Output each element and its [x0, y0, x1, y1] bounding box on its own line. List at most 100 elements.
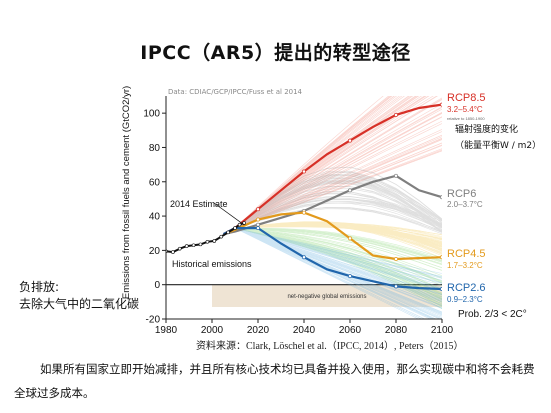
- rcp6-ensemble-line: [234, 175, 442, 229]
- green-ensemble-line: [234, 227, 442, 292]
- historical-point: [178, 246, 182, 251]
- rcp26-ensemble-line: [234, 227, 442, 286]
- rcp45-ensemble-line: [234, 224, 442, 245]
- rcp6-ensemble-line: [234, 185, 442, 232]
- rcp6-ensemble-line: [234, 173, 442, 229]
- rcp85-ensemble-line: [234, 107, 442, 229]
- rcp26-ensemble-line: [234, 227, 442, 309]
- historical-point: [191, 243, 196, 248]
- radiative-forcing-note: 辐射强度的变化 （能量平衡W / m2）: [455, 122, 541, 154]
- rcp45-ensemble-line: [234, 222, 442, 252]
- rcp45-ensemble-line: [234, 222, 442, 237]
- rcp26-ensemble-line: [234, 227, 442, 309]
- rcp85-ensemble-line: [234, 96, 393, 229]
- rcp85-ensemble-line: [234, 112, 442, 229]
- rcp85-ensemble-line: [234, 96, 417, 229]
- data-source-credit: Data: CDIAC/GCP/IPCC/Fuss et al 2014: [168, 88, 303, 96]
- rcp45-ensemble-line: [234, 225, 442, 247]
- rcp45-ensemble-line: [234, 226, 442, 243]
- rcp45-ensemble-line: [234, 225, 442, 246]
- green-ensemble-line: [234, 227, 442, 290]
- forcing-note-line-2: （能量平衡W / m2）: [455, 141, 542, 151]
- rcp6-ensemble-line: [234, 188, 442, 229]
- rcp85-ensemble-line: [234, 113, 442, 229]
- rcp6-ensemble-line: [234, 196, 442, 229]
- rcp85-ensemble-line: [234, 96, 390, 229]
- green-ensemble-line: [234, 227, 442, 263]
- rcp85-ensemble-line: [234, 136, 442, 229]
- rcp45-ensemble-line: [234, 221, 442, 251]
- rcp26-ensemble-line: [234, 227, 442, 303]
- rcp26-ensemble-line: [234, 227, 442, 309]
- green-ensemble-line: [234, 227, 442, 262]
- green-ensemble-line: [234, 227, 442, 262]
- rcp45-ensemble-line: [234, 222, 442, 254]
- historical-annotation: Historical emissions: [172, 259, 252, 269]
- rcp26-ensemble-line: [234, 227, 442, 313]
- rcp45-ensemble-line: [234, 224, 442, 235]
- rcp6-ensemble-line: [234, 180, 442, 229]
- historical-point: [184, 244, 189, 248]
- rcp85-ensemble-line: [234, 96, 395, 229]
- rcp6-ensemble-line: [234, 201, 442, 229]
- rcp85-ensemble-line: [234, 134, 442, 229]
- rcp45-ensemble-line: [234, 224, 442, 244]
- rcp85-ensemble-line: [234, 112, 442, 229]
- rcp6-ensemble-line: [234, 177, 442, 233]
- rcp26-ensemble-line: [234, 227, 420, 319]
- rcp26-ensemble-line: [234, 227, 442, 283]
- rcp85-ensemble-line: [234, 142, 442, 229]
- rcp45-ensemble-line: [234, 222, 442, 236]
- y-tick-label: 60: [149, 177, 161, 188]
- rcp85-ensemble-line: [234, 96, 390, 229]
- x-tick-label: 2000: [201, 325, 224, 336]
- rcp6-ensemble-line: [234, 178, 442, 229]
- rcp26-ensemble-line: [234, 227, 442, 309]
- rcp26-ensemble-line: [234, 227, 442, 292]
- rcp26-ensemble-line: [234, 227, 442, 290]
- rcp85-ensemble-line: [234, 96, 419, 229]
- page-title: IPCC（AR5）提出的转型途径: [140, 42, 411, 64]
- green-ensemble-line: [234, 227, 442, 279]
- rcp45-ensemble-line: [234, 223, 442, 247]
- green-ensemble-line: [234, 227, 442, 265]
- rcp26-point: [256, 226, 260, 231]
- rcp85-ensemble-line: [234, 108, 442, 229]
- rcp26-ensemble-line: [234, 227, 435, 319]
- rcp45-ensemble-line: [234, 223, 442, 248]
- rcp6-ensemble-line: [234, 175, 442, 231]
- rcp85-ensemble-line: [234, 96, 438, 229]
- rcp85-ensemble-line: [234, 123, 442, 229]
- rcp85-ensemble-line: [234, 96, 438, 229]
- rcp85-ensemble-line: [234, 96, 420, 229]
- rcp26-ensemble-line: [234, 227, 442, 284]
- rcp26-ensemble-line: [234, 227, 442, 296]
- rcp26-ensemble-line: [234, 227, 437, 319]
- rcp6-ensemble-line: [234, 198, 442, 229]
- rcp45-ensemble-line: [234, 221, 442, 249]
- rcp45-ensemble-line: [234, 224, 442, 247]
- rcp85-ensemble-line: [234, 99, 442, 229]
- rcp85-ensemble-line: [234, 106, 442, 229]
- historical-point: [205, 240, 210, 244]
- rcp45-ensemble-line: [234, 222, 442, 245]
- rcp85-ensemble-line: [234, 96, 430, 229]
- green-ensemble-line: [234, 227, 442, 282]
- rcp26-ensemble-line: [234, 227, 433, 319]
- rcp85-point: [302, 169, 306, 174]
- rcp85-ensemble-line: [234, 96, 416, 229]
- rcp85-ensemble-line: [234, 116, 442, 229]
- rcp6-range-label: 2.0–3.7°C: [447, 200, 483, 209]
- rcp26-ensemble-line: [234, 227, 442, 296]
- x-tick-label: 2060: [339, 325, 362, 336]
- y-tick-label: 100: [143, 109, 160, 120]
- rcp6-ensemble-line: [234, 180, 442, 229]
- rcp85-ensemble-line: [234, 150, 442, 229]
- rcp45-ensemble-line: [234, 226, 442, 241]
- historical-point: [219, 234, 223, 239]
- green-ensemble-line: [234, 227, 442, 261]
- rcp85-ensemble-line: [234, 103, 442, 229]
- green-ensemble-line: [234, 227, 442, 260]
- rcp85-ensemble-line: [234, 96, 422, 229]
- rcp26-ensemble-line: [234, 227, 442, 306]
